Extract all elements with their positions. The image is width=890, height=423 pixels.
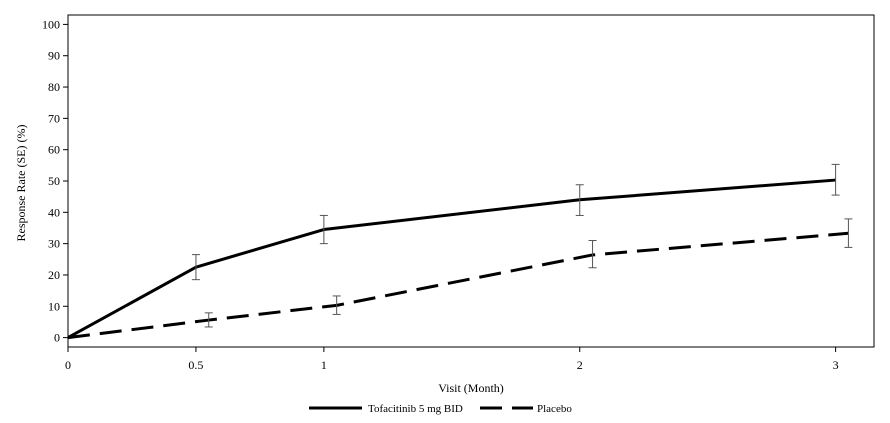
legend-label-1: Placebo [537,403,572,415]
x-axis-label: Visit (Month) [438,381,504,395]
y-tick-label: 40 [48,205,60,219]
error-bar [332,295,341,315]
series-line-0 [67,178,836,339]
series-line-1 [67,231,849,340]
error-bar [844,218,853,248]
error-bar [319,214,328,245]
y-tick-label: 60 [48,143,60,157]
error-bar [191,254,200,281]
series-layer [67,163,853,340]
y-tick-label: 10 [48,299,60,313]
error-bar [575,184,584,216]
y-axis-label: Response Rate (SE) (%) [14,125,28,242]
y-axis: 0 10 20 30 40 50 60 70 80 90 100 [42,17,68,345]
x-tick-label: 0 [65,358,71,372]
y-tick-label: 90 [48,49,60,63]
x-axis: 0 0.5 1 2 3 [65,347,839,372]
y-tick-label: 30 [48,237,60,251]
y-tick-label: 100 [42,17,60,31]
x-tick-label: 1 [321,358,327,372]
legend: Tofacitinib 5 mg BID Placebo [309,403,572,415]
y-tick-label: 0 [54,331,60,345]
x-tick-label: 0.5 [188,358,203,372]
x-tick-label: 3 [833,358,839,372]
legend-label-0: Tofacitinib 5 mg BID [368,403,463,415]
error-bar [831,163,840,196]
y-tick-label: 70 [48,111,60,125]
y-tick-label: 20 [48,268,60,282]
error-bar [588,240,597,269]
x-tick-label: 2 [577,358,583,372]
plot-frame [67,14,875,348]
error-bar [204,312,213,328]
y-tick-label: 80 [48,80,60,94]
y-tick-label: 50 [48,174,60,188]
